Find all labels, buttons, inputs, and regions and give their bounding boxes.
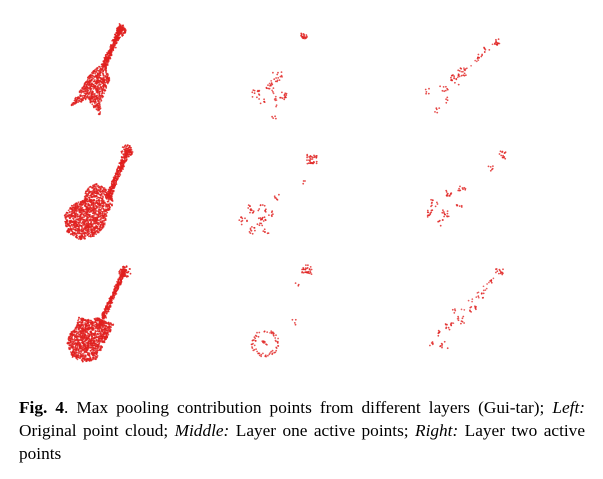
row-2-les-paul xyxy=(63,144,507,241)
right-label: Right: xyxy=(415,421,459,440)
figure-label: Fig. 4 xyxy=(19,398,65,417)
panel-layer-one-active-points xyxy=(238,153,318,235)
panel-original-point-cloud xyxy=(70,23,127,116)
figure-caption: Fig. 4. Max pooling contribution points … xyxy=(19,398,586,463)
panel-layer-two-active-points xyxy=(429,268,504,350)
row-1-flying-v xyxy=(70,23,501,120)
middle-label: Middle: xyxy=(174,421,230,440)
panel-original-point-cloud xyxy=(66,265,132,363)
row-3-bass xyxy=(66,264,504,363)
left-label: Left: xyxy=(552,398,586,417)
panel-original-point-cloud xyxy=(63,144,134,241)
panel-layer-one-active-points xyxy=(251,32,308,120)
figure-point-cloud-grid xyxy=(63,23,507,363)
panel-layer-one-active-points xyxy=(250,264,313,358)
panel-layer-two-active-points xyxy=(426,150,507,227)
panel-layer-two-active-points xyxy=(424,38,501,114)
